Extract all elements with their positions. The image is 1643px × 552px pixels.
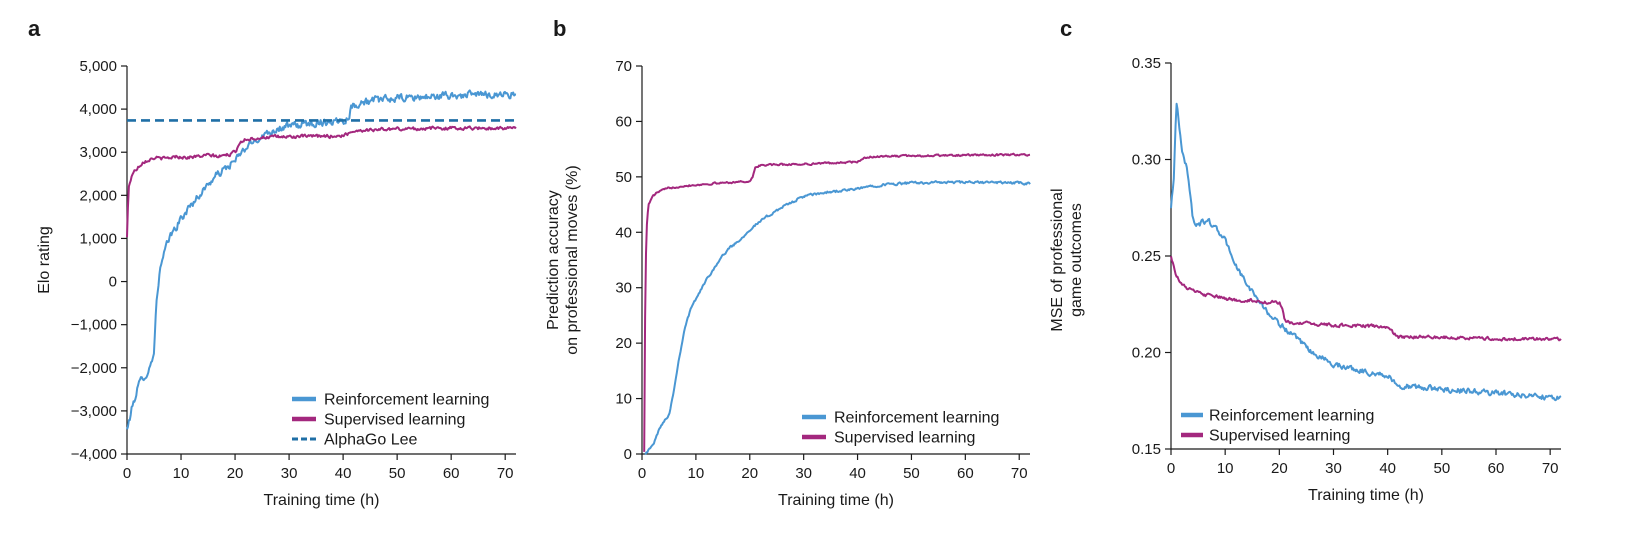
panel-letter: b [553,16,566,41]
y-tick-label: 20 [615,335,632,352]
y-tick-label: 0.30 [1132,152,1161,169]
y-tick-label: −2,000 [71,360,117,377]
y-tick-label: 4,000 [79,101,117,118]
y-tick-label: 0.20 [1132,345,1161,362]
x-tick-label: 30 [1325,460,1342,477]
series-line [644,180,1031,455]
y-tick-label: −4,000 [71,446,117,463]
y-axis-title-line: game outcomes [1068,203,1085,317]
x-tick-label: 40 [335,465,352,482]
x-axis-title: Training time (h) [1308,487,1424,504]
x-tick-label: 70 [1542,460,1559,477]
x-tick-label: 10 [1217,460,1234,477]
panel-letter: c [1060,16,1072,41]
panel-c: c 0.15 0.20 0.25 0.30 0.35 0 10 20 30 40 50 60 70 Trai… [1049,16,1562,504]
legend-label: Reinforcement learning [834,410,999,427]
x-tick-label: 40 [849,465,866,482]
legend-label: Reinforcement learning [324,392,489,409]
y-tick-label: 0.35 [1132,55,1161,72]
x-tick-label: 20 [227,465,244,482]
series-line [126,125,517,238]
y-tick-label: 0.15 [1132,441,1161,458]
x-tick-label: 10 [688,465,705,482]
x-tick-label: 50 [389,465,406,482]
legend-label: Supervised learning [1209,428,1350,445]
legend-label: Supervised learning [324,412,465,429]
y-tick-label: −1,000 [71,317,117,334]
y-tick-label: −3,000 [71,403,117,420]
y-axis-title-line: Prediction accuracy [545,190,562,330]
x-tick-label: 60 [1488,460,1505,477]
y-tick-label: 30 [615,280,632,297]
y-axis-title: Prediction accuracy on professional moves… [545,165,581,354]
legend-label: Reinforcement learning [1209,408,1374,425]
y-tick-label: 1,000 [79,230,117,247]
y-axis-title-line: MSE of professional [1049,188,1066,331]
panel-b: b 0 10 20 30 40 50 60 70 0 10 20 30 40 50 60 70 Training … [545,16,1031,509]
series-line [1170,102,1562,402]
series-line [1170,255,1562,342]
y-axis-title-line: on professional moves (%) [564,165,581,354]
x-tick-label: 10 [173,465,190,482]
y-tick-label: 2,000 [79,187,117,204]
y-axis-title: Elo rating [36,226,53,294]
legend: Reinforcement learning Supervised learnin… [1181,408,1374,445]
y-tick-label: 50 [615,169,632,186]
legend-label: Supervised learning [834,430,975,447]
y-tick-label: 3,000 [79,144,117,161]
x-tick-label: 20 [741,465,758,482]
x-tick-label: 30 [795,465,812,482]
x-tick-label: 0 [638,465,646,482]
x-tick-label: 60 [957,465,974,482]
y-tick-label: 40 [615,224,632,241]
y-axis-title: MSE of professional game outcomes [1049,188,1085,331]
series-line [126,89,517,430]
x-tick-label: 70 [1011,465,1028,482]
y-tick-label: 70 [615,58,632,75]
x-axis-title: Training time (h) [778,492,894,509]
y-tick-label: 5,000 [79,58,117,75]
x-tick-label: 0 [1167,460,1175,477]
x-axis-title: Training time (h) [264,492,380,509]
y-tick-label: 0 [624,446,632,463]
y-tick-label: 0.25 [1132,248,1161,265]
x-tick-label: 50 [1433,460,1450,477]
legend-label: AlphaGo Lee [324,432,418,449]
x-tick-label: 50 [903,465,920,482]
y-tick-label: 60 [615,113,632,130]
x-tick-label: 60 [443,465,460,482]
x-tick-label: 70 [497,465,514,482]
series-line [643,152,1031,452]
x-tick-label: 40 [1379,460,1396,477]
x-tick-label: 30 [281,465,298,482]
x-tick-label: 0 [123,465,131,482]
y-tick-label: 0 [109,274,117,291]
panel-a: a −4,000 −3,000 −2,000 −1,000 0 1,000 2,000 3,00… [28,16,517,509]
legend: Reinforcement learning Supervised learnin… [802,410,999,447]
panel-letter: a [28,16,41,41]
y-tick-label: 10 [615,391,632,408]
x-tick-label: 20 [1271,460,1288,477]
legend: Reinforcement learning Supervised learnin… [292,392,489,449]
